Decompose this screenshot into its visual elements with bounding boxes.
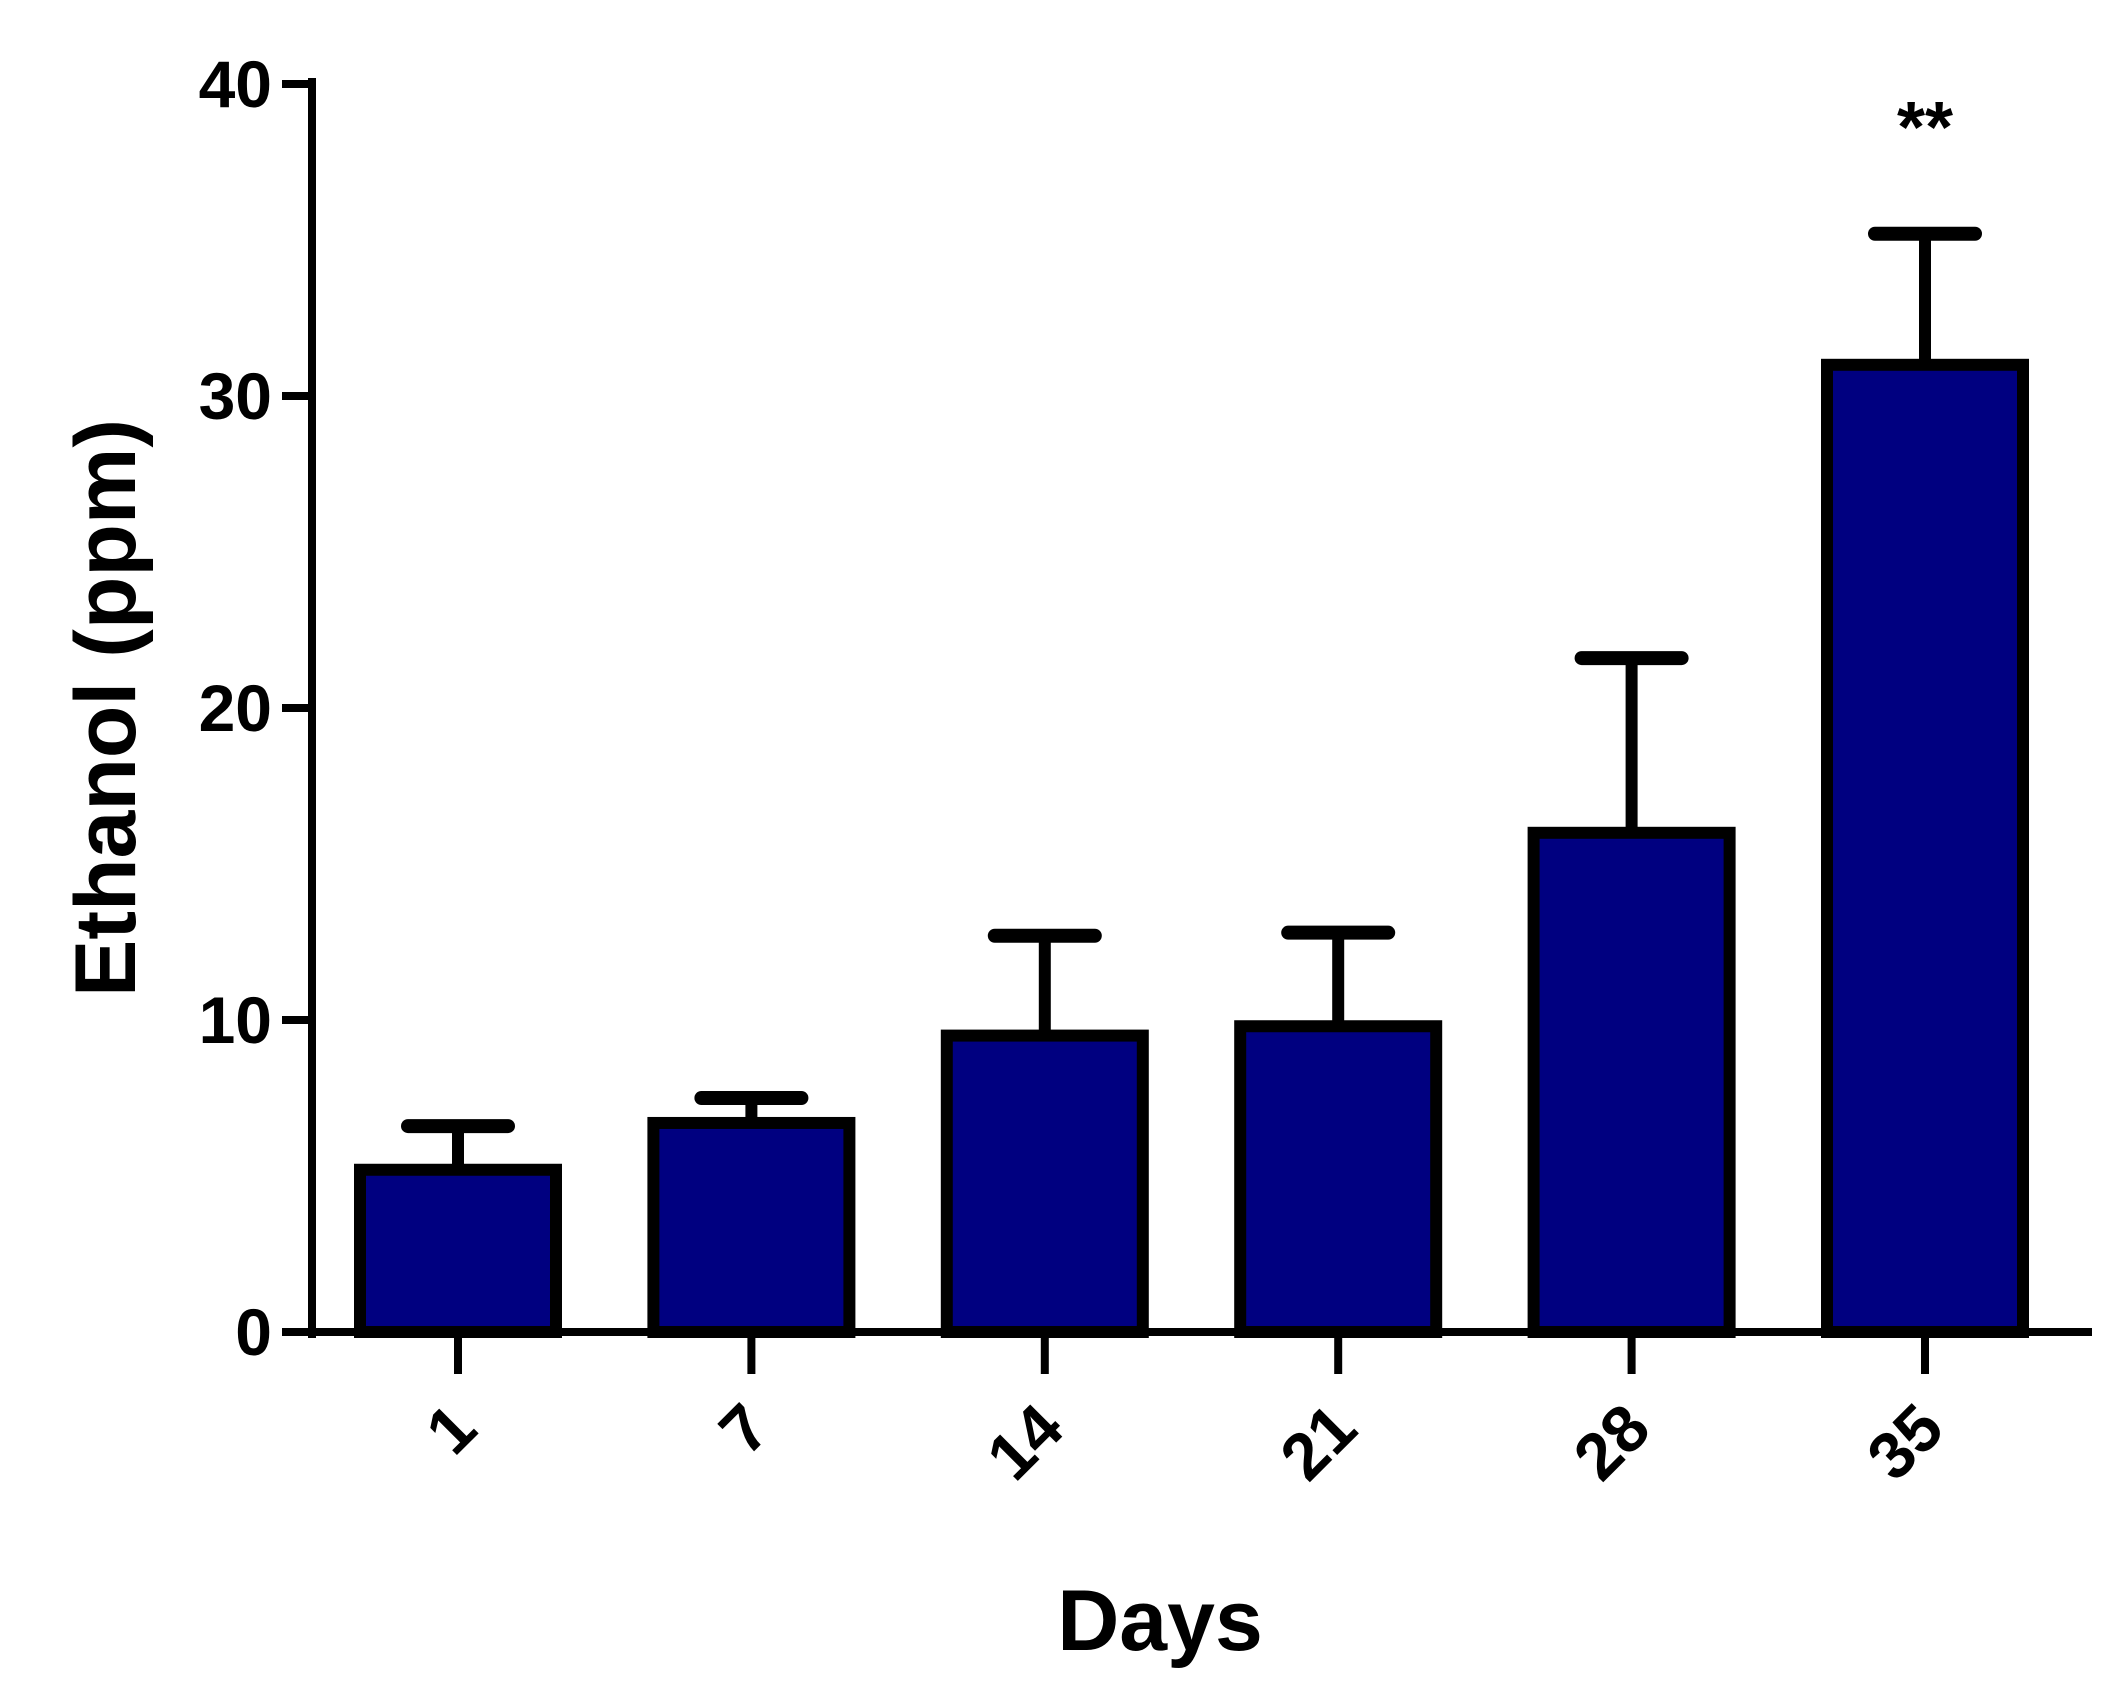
bar [940, 1029, 1149, 1338]
y-tick-label: 30 [199, 359, 272, 433]
x-tick-label: 35 [1853, 1390, 1957, 1494]
x-tick-label: 14 [972, 1389, 1076, 1493]
y-tick-label: 0 [235, 1295, 272, 1369]
axes-layer [282, 78, 2092, 1374]
bar [1234, 1020, 1443, 1338]
bar [1527, 826, 1736, 1338]
bar [647, 1116, 856, 1338]
bar [354, 1163, 562, 1339]
x-tick-label: 7 [705, 1390, 783, 1468]
y-tick-label: 40 [199, 47, 272, 121]
error-bars-layer [401, 226, 1982, 1170]
y-tick-label: 10 [199, 983, 272, 1057]
y-axis-title: Ethanol (ppm) [58, 419, 154, 997]
x-tick-label: 1 [412, 1390, 490, 1468]
bar [1821, 358, 2029, 1338]
bars-layer [354, 358, 2029, 1339]
x-tick-label: 28 [1559, 1390, 1663, 1494]
x-tick-label: 21 [1266, 1390, 1370, 1494]
significance-annotation: ** [1897, 88, 1953, 168]
x-axis-title: Days [1057, 1573, 1263, 1669]
y-tick-label: 20 [199, 671, 272, 745]
